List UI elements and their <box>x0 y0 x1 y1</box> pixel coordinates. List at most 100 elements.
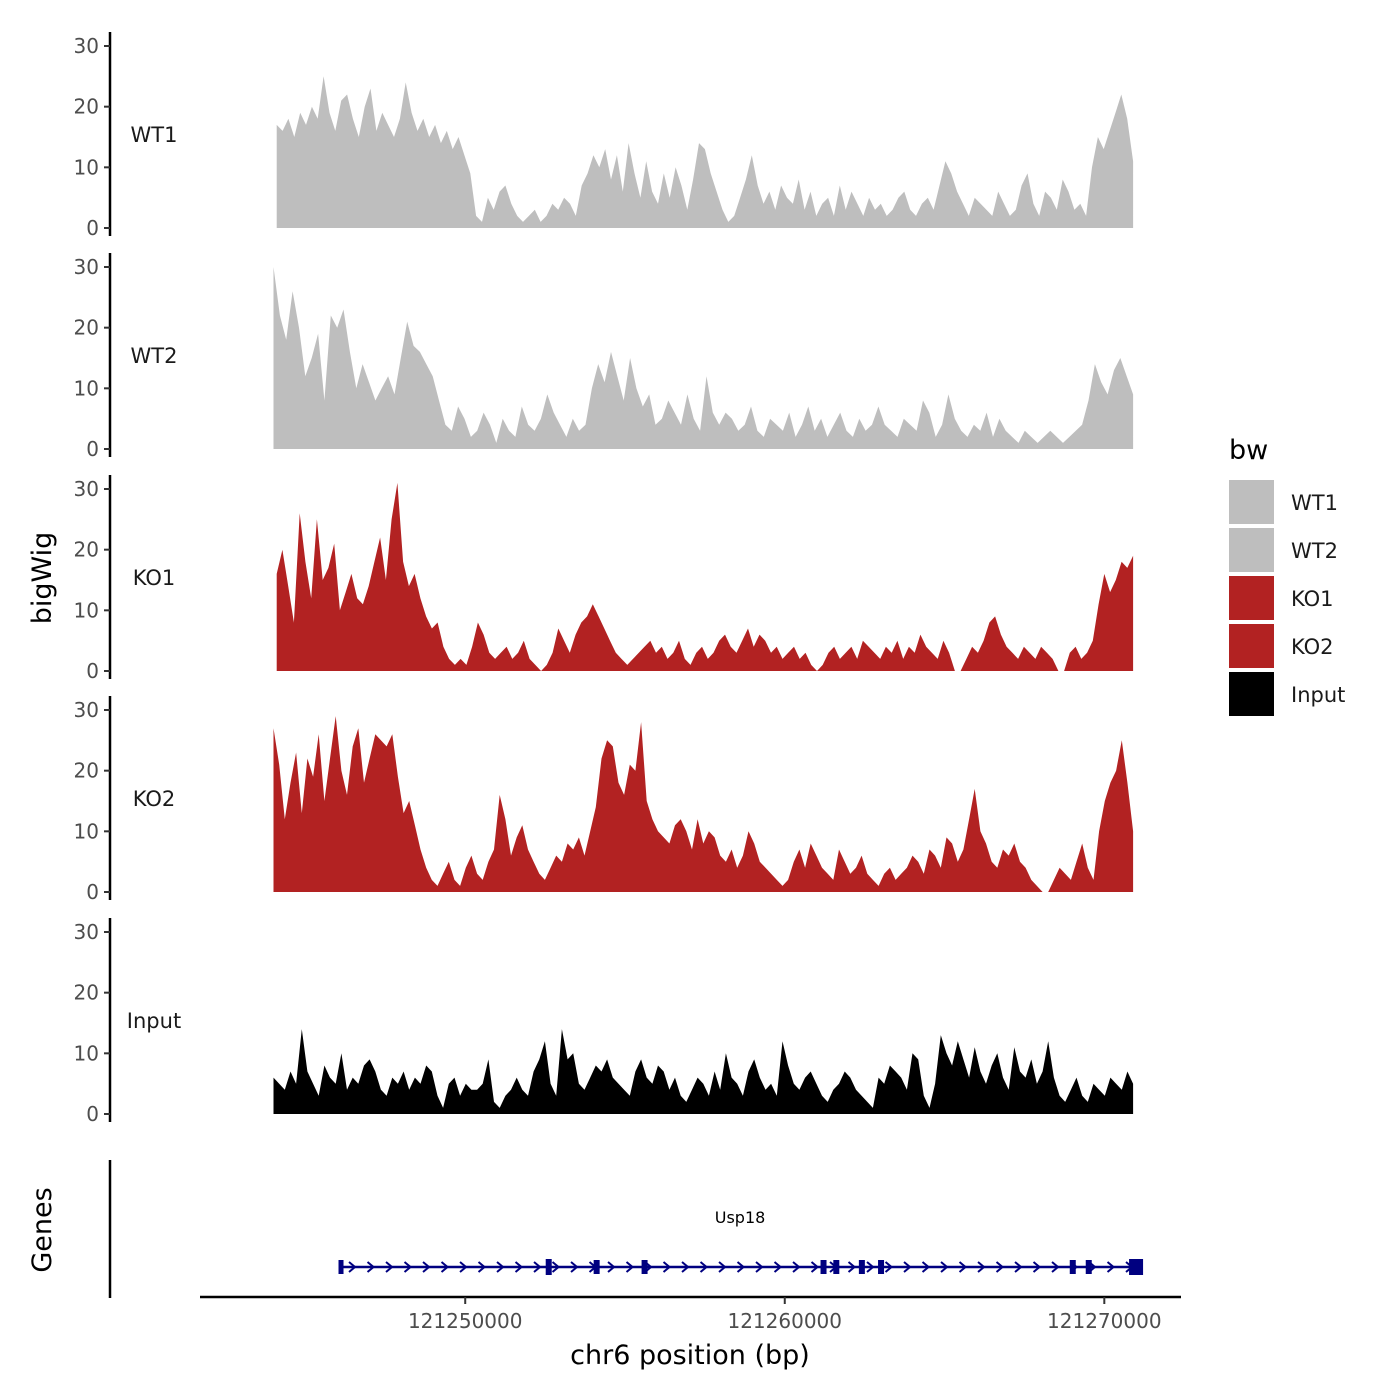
exon <box>338 1260 344 1274</box>
exon <box>878 1260 885 1274</box>
legend-swatch <box>1229 624 1274 668</box>
strand-arrow-icon <box>940 1261 949 1273</box>
area-ko1 <box>276 482 1134 671</box>
exon <box>858 1260 865 1274</box>
legend-swatch <box>1229 672 1274 716</box>
y-tick-label: 20 <box>74 759 99 783</box>
track-label-ko1: KO1 <box>133 566 176 590</box>
y-tick-label: 20 <box>74 538 99 562</box>
y-tick-label: 10 <box>74 819 99 843</box>
legend: bw WT1 WT2 KO1 KO2 Input <box>1229 435 1345 716</box>
track-label-ko2: KO2 <box>133 787 176 811</box>
gene-label: Usp18 <box>715 1208 766 1227</box>
y-tick-label: 30 <box>74 34 99 58</box>
exon <box>593 1260 600 1274</box>
track-ko2: 0 10 20 30 KO2 <box>74 696 1134 904</box>
legend-item-wt1: WT1 <box>1229 480 1338 524</box>
legend-swatch <box>1229 576 1274 620</box>
legend-label: Input <box>1291 683 1345 707</box>
y-tick-label: 0 <box>86 880 99 904</box>
legend-item-ko2: KO2 <box>1229 624 1334 668</box>
y-tick-label: 30 <box>74 477 99 501</box>
gene-usp18: Usp18 <box>338 1208 1144 1275</box>
track-wt1: 0 10 20 30 WT1 <box>74 32 1134 240</box>
legend-item-ko1: KO1 <box>1229 576 1334 620</box>
strand-arrow-icon <box>348 1261 357 1273</box>
legend-label: WT1 <box>1291 491 1338 515</box>
y-tick-label: 0 <box>86 437 99 461</box>
legend-item-input: Input <box>1229 672 1345 716</box>
gene-panel: Usp18 <box>108 1160 1144 1298</box>
y-tick-label: 20 <box>74 95 99 119</box>
y-tick-label: 10 <box>74 1041 99 1065</box>
x-tick-label: 121270000 <box>1047 1309 1162 1333</box>
legend-label: WT2 <box>1291 539 1338 563</box>
bigwig-tracks: 0 10 20 30 WT1 0 10 20 30 WT2 0 10 20 30 KO1 0 10 20 30 KO2… <box>74 32 1134 1126</box>
y-tick-label: 20 <box>74 316 99 340</box>
exon <box>545 1259 552 1275</box>
strand-arrow-icon <box>403 1261 413 1273</box>
x-tick-label: 121260000 <box>727 1309 842 1333</box>
y-tick-label: 10 <box>74 598 99 622</box>
legend-label: KO1 <box>1291 587 1334 611</box>
strand-arrow-icon <box>366 1261 376 1273</box>
track-label-wt2: WT2 <box>131 344 178 368</box>
legend-label: KO2 <box>1291 635 1334 659</box>
y-tick-label: 30 <box>74 255 99 279</box>
strand-arrow-icon <box>736 1261 746 1273</box>
strand-arrow-icon <box>459 1261 468 1273</box>
strand-arrow-icon <box>903 1261 912 1273</box>
y-tick-label: 0 <box>86 216 99 240</box>
x-tick-label: 121250000 <box>408 1309 523 1333</box>
track-wt2: 0 10 20 30 WT2 <box>74 253 1134 461</box>
track-ko1: 0 10 20 30 KO1 <box>74 475 1134 683</box>
strand-arrow-icon <box>977 1261 986 1273</box>
track-label-wt1: WT1 <box>131 123 178 147</box>
strand-arrow-icon <box>755 1261 764 1273</box>
strand-arrow-icon <box>1014 1261 1023 1273</box>
y-tick-label: 30 <box>74 698 99 722</box>
x-axis-title: chr6 position (bp) <box>570 1340 810 1371</box>
strand-arrow-icon <box>477 1261 487 1273</box>
exon <box>1129 1259 1144 1275</box>
strand-arrow-icon <box>533 1261 542 1273</box>
strand-arrow-icon <box>422 1261 431 1273</box>
exon <box>641 1260 648 1274</box>
strand-arrow-icon <box>1106 1261 1116 1273</box>
exon <box>833 1260 840 1274</box>
strand-arrow-icon <box>958 1261 968 1273</box>
strand-arrow-icon <box>921 1261 931 1273</box>
area-input <box>273 1029 1134 1114</box>
y-axis-title: bigWig <box>27 532 58 625</box>
strand-arrow-icon <box>625 1261 635 1273</box>
genes-axis-title: Genes <box>27 1187 58 1272</box>
strand-arrow-icon <box>718 1261 727 1273</box>
exon <box>1085 1260 1092 1274</box>
strand-arrow-icon <box>496 1261 505 1273</box>
track-label-input: Input <box>127 1009 181 1033</box>
strand-arrow-icon <box>607 1261 616 1273</box>
strand-arrow-icon <box>810 1261 820 1273</box>
y-tick-label: 0 <box>86 659 99 683</box>
strand-arrow-icon <box>699 1261 709 1273</box>
strand-arrow-icon <box>440 1261 450 1273</box>
strand-arrow-icon <box>773 1261 783 1273</box>
exon <box>820 1260 827 1274</box>
exon <box>1069 1260 1076 1274</box>
legend-swatch <box>1229 480 1274 524</box>
strand-arrow-icon <box>662 1261 672 1273</box>
strand-arrow-icon <box>792 1261 801 1273</box>
strand-arrow-icon <box>514 1261 524 1273</box>
y-tick-label: 10 <box>74 155 99 179</box>
legend-swatch <box>1229 528 1274 572</box>
strand-arrow-icon <box>1051 1261 1060 1273</box>
track-input: 0 10 20 30 Input <box>74 918 1134 1126</box>
strand-arrow-icon <box>570 1261 579 1273</box>
x-axis: 121250000 121260000 121270000 <box>200 1295 1181 1333</box>
strand-arrow-icon <box>385 1261 394 1273</box>
strand-arrow-icon <box>866 1261 875 1273</box>
strand-arrow-icon <box>1032 1261 1042 1273</box>
legend-item-wt2: WT2 <box>1229 528 1338 572</box>
y-tick-label: 30 <box>74 920 99 944</box>
